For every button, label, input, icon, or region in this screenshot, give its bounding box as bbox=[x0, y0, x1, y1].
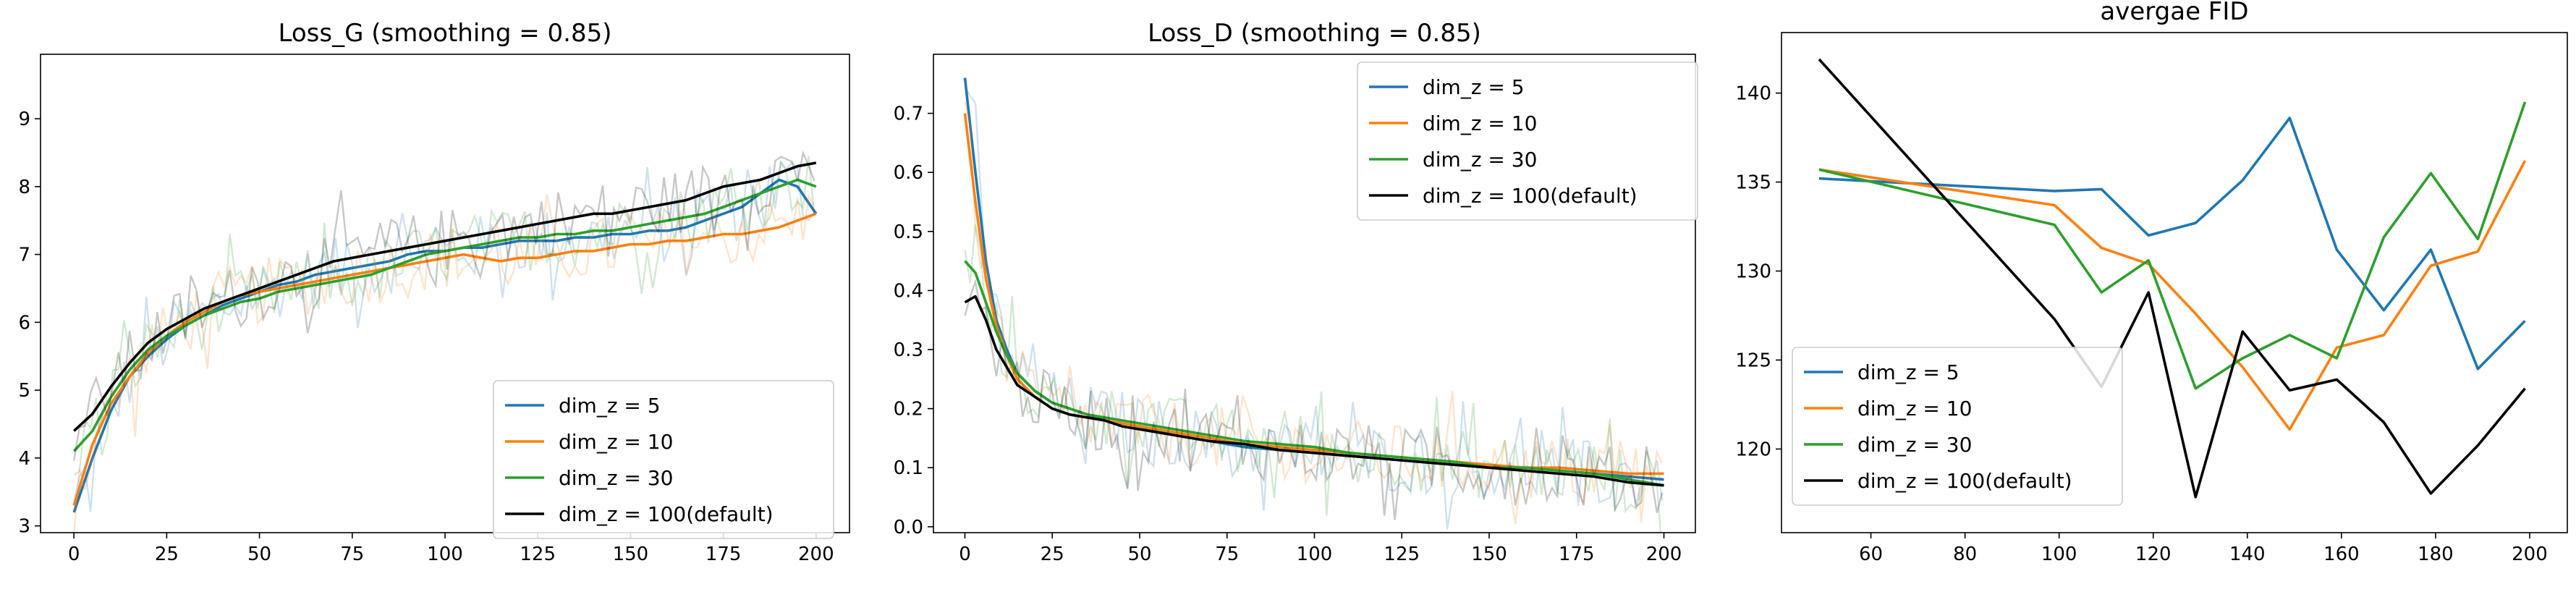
x-tick-label: 200 bbox=[1646, 544, 1682, 565]
series-line-dim-z-30 bbox=[72, 178, 817, 452]
legend-label: dim_z = 5 bbox=[1857, 360, 1959, 384]
x-tick-label: 100 bbox=[2041, 544, 2077, 565]
legend-label: dim_z = 10 bbox=[559, 430, 673, 454]
raw-trace-dim-z-5 bbox=[964, 86, 1664, 530]
x-tick-label: 140 bbox=[2229, 544, 2266, 565]
x-tick-label: 75 bbox=[340, 544, 364, 565]
y-tick-label: 0.1 bbox=[894, 457, 923, 479]
raw-trace-dim-z-30 bbox=[73, 156, 815, 476]
legend-label: dim_z = 30 bbox=[1423, 148, 1537, 172]
y-tick-label: 5 bbox=[18, 380, 30, 402]
x-tick-label: 80 bbox=[1953, 544, 1977, 565]
y-tick-label: 7 bbox=[18, 245, 30, 266]
raw-trace-dim-z-100-default bbox=[964, 278, 1664, 520]
legend-box bbox=[1357, 62, 1698, 221]
chart-title: avergae FID bbox=[2100, 0, 2248, 26]
x-tick-label: 150 bbox=[613, 544, 649, 565]
y-tick-label: 0.6 bbox=[894, 162, 923, 184]
legend-label: dim_z = 30 bbox=[1857, 433, 1972, 457]
legend-label: dim_z = 100(default) bbox=[559, 502, 774, 526]
x-tick-label: 125 bbox=[520, 544, 556, 565]
legend-label: dim_z = 5 bbox=[559, 394, 661, 418]
raw-trace-dim-z-30 bbox=[964, 224, 1662, 533]
x-tick-label: 175 bbox=[1559, 544, 1595, 565]
legend: dim_z = 5 dim_z = 10 dim_z = 30 dim_z = 100… bbox=[493, 380, 834, 539]
legend: dim_z = 5 dim_z = 10 dim_z = 30 dim_z = 100… bbox=[1357, 62, 1698, 221]
series-line-dim-z-30 bbox=[1818, 101, 2527, 390]
y-tick-label: 0.4 bbox=[894, 280, 923, 302]
x-tick-label: 175 bbox=[706, 544, 742, 565]
y-tick-label: 0.7 bbox=[894, 103, 923, 125]
legend-label: dim_z = 30 bbox=[559, 466, 673, 490]
x-tick-label: 50 bbox=[247, 544, 271, 565]
raw-trace-dim-z-10 bbox=[73, 193, 815, 533]
series-line-dim-z-100-default bbox=[964, 295, 1664, 487]
x-tick-label: 75 bbox=[1215, 544, 1239, 565]
series-line-dim-z-10 bbox=[963, 113, 1664, 475]
x-tick-label: 25 bbox=[155, 544, 179, 565]
legend-label: dim_z = 100(default) bbox=[1423, 184, 1637, 208]
series-line-dim-z-30 bbox=[964, 260, 1664, 487]
x-tick-label: 0 bbox=[68, 544, 80, 565]
legend: dim_z = 5 dim_z = 10 dim_z = 30 dim_z = 100… bbox=[1792, 347, 2123, 506]
x-tick-label: 100 bbox=[427, 544, 463, 565]
x-tick-label: 100 bbox=[1297, 544, 1333, 565]
y-tick-label: 120 bbox=[1735, 439, 1771, 460]
legend-box bbox=[1792, 347, 2123, 506]
series-line-dim-z-10 bbox=[72, 212, 817, 507]
y-tick-label: 140 bbox=[1735, 83, 1771, 105]
y-tick-label: 4 bbox=[18, 448, 30, 470]
x-tick-label: 150 bbox=[1471, 544, 1507, 565]
x-tick-label: 180 bbox=[2418, 544, 2454, 565]
x-tick-label: 160 bbox=[2323, 544, 2360, 565]
legend-label: dim_z = 100(default) bbox=[1857, 469, 2072, 493]
series-line-dim-z-5 bbox=[1818, 117, 2526, 371]
y-tick-label: 0.3 bbox=[894, 339, 923, 361]
axes-frame bbox=[1781, 32, 2568, 533]
legend-label: dim_z = 5 bbox=[1423, 75, 1525, 99]
chart-title: Loss_D (smoothing = 0.85) bbox=[1148, 19, 1481, 48]
x-tick-label: 125 bbox=[1384, 544, 1420, 565]
y-tick-label: 3 bbox=[18, 516, 30, 538]
series-line-dim-z-10 bbox=[1818, 160, 2527, 431]
y-tick-label: 135 bbox=[1735, 172, 1771, 194]
x-tick-label: 50 bbox=[1127, 544, 1151, 565]
x-tick-label: 200 bbox=[2512, 544, 2548, 565]
y-tick-label: 8 bbox=[18, 177, 30, 198]
plot-area bbox=[72, 150, 818, 533]
x-tick-label: 0 bbox=[959, 544, 971, 565]
y-tick-label: 125 bbox=[1735, 350, 1771, 371]
x-tick-label: 25 bbox=[1041, 544, 1064, 565]
y-tick-label: 0.5 bbox=[894, 221, 923, 243]
chart-title: Loss_G (smoothing = 0.85) bbox=[279, 19, 612, 48]
loss-g-chart: Loss_G (smoothing = 0.85)0 25 50 75 100 125 15… bbox=[18, 19, 850, 565]
loss-d-chart: Loss_D (smoothing = 0.85) 0 25 50 75 100 125 15… bbox=[894, 19, 1698, 565]
y-tick-label: 9 bbox=[18, 109, 30, 130]
y-tick-label: 0.2 bbox=[894, 399, 923, 420]
x-tick-label: 120 bbox=[2135, 544, 2172, 565]
y-tick-label: 6 bbox=[18, 312, 30, 334]
legend-box bbox=[493, 380, 834, 539]
series-line-dim-z-100-default bbox=[72, 161, 817, 432]
plot-area bbox=[963, 77, 1664, 533]
legend-label: dim_z = 10 bbox=[1423, 111, 1537, 135]
x-tick-label: 60 bbox=[1859, 544, 1883, 565]
average-fid-chart: avergae FID 60 80 100 120 140 160 180 200 120 125 1… bbox=[1735, 0, 2568, 565]
legend-label: dim_z = 10 bbox=[1857, 397, 1972, 420]
y-tick-label: 0.0 bbox=[894, 517, 923, 538]
y-tick-label: 130 bbox=[1735, 261, 1771, 283]
x-tick-label: 200 bbox=[798, 544, 834, 565]
raw-trace-dim-z-10 bbox=[964, 101, 1664, 525]
